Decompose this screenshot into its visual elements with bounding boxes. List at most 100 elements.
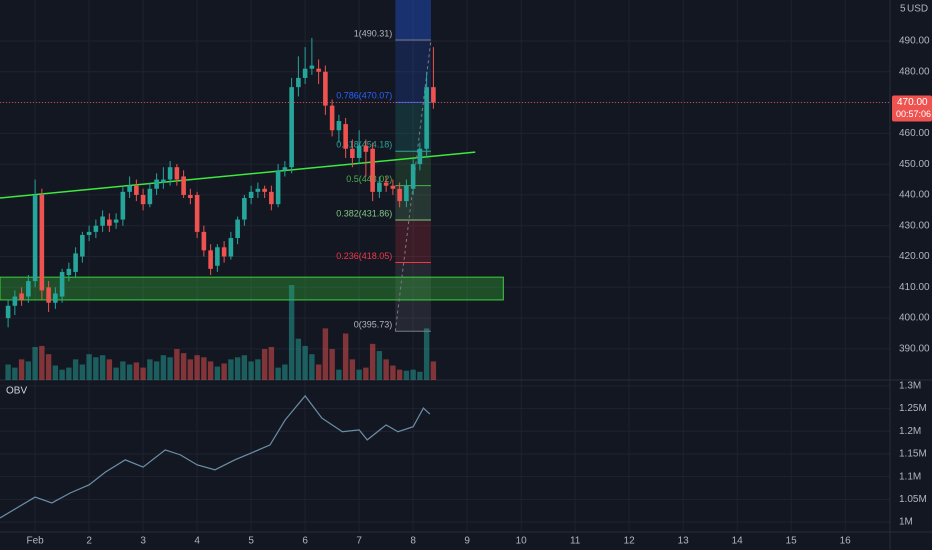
candle-body: [140, 194, 146, 205]
x-tick-label: 10: [516, 536, 528, 547]
candle-body: [316, 68, 321, 72]
volume-bar: [336, 369, 342, 380]
volume-bar: [309, 354, 315, 380]
candle-body: [208, 250, 213, 269]
x-tick-label: Feb: [26, 536, 44, 547]
x-tick-label: 13: [678, 536, 690, 547]
candle-body: [194, 194, 200, 232]
volume-bar: [363, 367, 369, 380]
volume-bar: [261, 349, 268, 380]
candle-body: [167, 167, 173, 180]
fib-label: 0.236(418.05): [336, 251, 392, 261]
candle-body: [235, 219, 240, 239]
volume-bar: [369, 343, 376, 380]
volume-bar: [410, 369, 416, 380]
candle-body: [248, 191, 254, 199]
candle-body: [410, 164, 416, 189]
x-tick-label: 11: [570, 536, 581, 547]
volume-bar: [18, 359, 25, 380]
x-tick-label: 3: [140, 536, 146, 547]
volume-bar: [52, 365, 59, 380]
volume-bar: [5, 364, 11, 380]
volume-bar: [396, 369, 403, 380]
volume-bar: [25, 361, 32, 380]
y-tick-label: 400.00: [899, 313, 930, 324]
candle-body: [255, 188, 261, 192]
candle-body: [66, 268, 72, 275]
candle-body: [377, 182, 382, 192]
candle-body: [188, 194, 193, 199]
candle-body: [46, 287, 51, 303]
fib-label: 0(395.73): [354, 320, 393, 330]
candle-body: [343, 124, 348, 149]
candle-body: [32, 194, 38, 282]
candle-body: [336, 121, 342, 131]
last-price-label: 470.00: [897, 97, 928, 108]
x-tick-label: 6: [302, 536, 308, 547]
support-zone: [0, 276, 504, 301]
volume-bar: [275, 367, 281, 380]
candle-body: [309, 65, 315, 69]
volume-bar: [39, 345, 45, 380]
y-tick-label: 1M: [899, 517, 913, 528]
volume-bar: [241, 355, 248, 380]
candle-body: [26, 281, 31, 297]
candle-body: [154, 179, 159, 189]
volume-bar: [390, 365, 396, 380]
volume-bar: [79, 364, 86, 380]
candle-body: [269, 191, 274, 205]
fib-target-box: [395, 0, 431, 41]
fib-label: 0.382(431.86): [336, 208, 392, 218]
candle-body: [113, 219, 119, 223]
volume-bar: [403, 370, 410, 380]
volume-bar: [113, 367, 119, 380]
candle-body: [107, 219, 112, 226]
candle-body: [53, 293, 58, 303]
y-tick-label: 390.00: [899, 344, 930, 355]
x-tick-label: 8: [410, 536, 416, 547]
candle-body: [120, 191, 126, 220]
volume-bar: [12, 367, 18, 380]
candle-body: [215, 247, 220, 266]
volume-bar: [417, 371, 423, 380]
volume-bar: [86, 354, 92, 380]
volume-bar: [120, 361, 126, 380]
trend-line: [0, 151, 476, 199]
candle-body: [86, 231, 92, 235]
y-tick-label: 1.1M: [899, 471, 921, 482]
volume-bar: [66, 367, 72, 380]
volume-bar: [180, 353, 187, 380]
y-tick-label: 1.05M: [899, 494, 927, 505]
volume-bar: [59, 369, 65, 380]
volume-bar: [342, 333, 349, 380]
candle-body: [383, 182, 389, 186]
fib-label: 0.5(443.02): [346, 174, 392, 184]
volume-bar: [187, 359, 194, 380]
volume-bar: [383, 359, 389, 380]
volume-bar: [133, 362, 140, 380]
candle-body: [370, 148, 375, 192]
candle-body: [363, 145, 369, 152]
candle-body: [161, 179, 166, 183]
volume-bar: [228, 359, 234, 380]
x-tick-label: 14: [732, 536, 744, 547]
volume-bar: [99, 355, 106, 380]
x-tick-label: 4: [194, 536, 200, 547]
volume-bar: [167, 357, 173, 380]
candle-body: [289, 87, 294, 168]
volume-bar: [32, 346, 38, 380]
candle-body: [59, 271, 65, 297]
y-tick-label: 480.00: [899, 66, 930, 77]
candle-body: [228, 238, 234, 257]
volume-bar: [72, 359, 79, 380]
candle-body: [404, 185, 409, 202]
candle-body: [431, 87, 436, 103]
volume-bar: [174, 349, 180, 380]
candle-body: [356, 145, 362, 158]
x-tick-label: 12: [624, 536, 636, 547]
volume-bar: [248, 361, 254, 380]
x-tick-label: 2: [86, 536, 92, 547]
candle-body: [5, 305, 11, 319]
volume-bar: [356, 369, 362, 380]
candle-body: [80, 234, 85, 257]
